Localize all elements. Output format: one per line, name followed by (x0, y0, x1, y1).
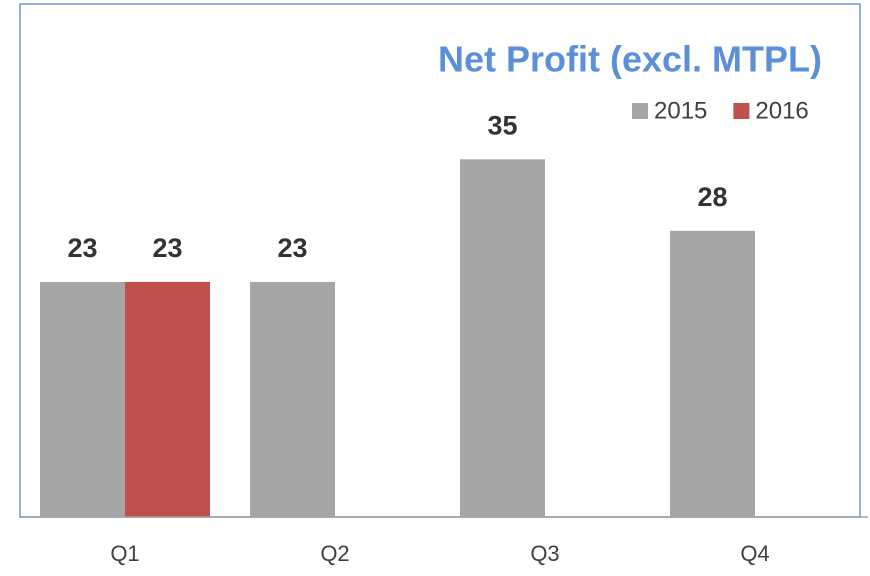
legend-swatch (733, 103, 750, 119)
bar (670, 230, 755, 517)
data-label: 23 (277, 233, 307, 263)
chart-title: Net Profit (excl. MTPL) (438, 39, 822, 80)
bar (125, 281, 210, 517)
x-tick-label: Q1 (110, 541, 139, 566)
legend-label: 2016 (755, 97, 808, 124)
legend-label: 2015 (654, 97, 707, 124)
data-label: 23 (152, 233, 182, 263)
data-label: 35 (487, 110, 517, 140)
x-tick-label: Q4 (740, 541, 769, 566)
x-tick-label: Q2 (320, 541, 349, 566)
bar (250, 281, 335, 517)
data-label: 23 (67, 233, 97, 263)
bar (40, 281, 125, 517)
data-label: 28 (697, 182, 727, 212)
legend-swatch (632, 103, 648, 119)
x-tick-label: Q3 (530, 541, 559, 566)
bar (460, 159, 545, 518)
